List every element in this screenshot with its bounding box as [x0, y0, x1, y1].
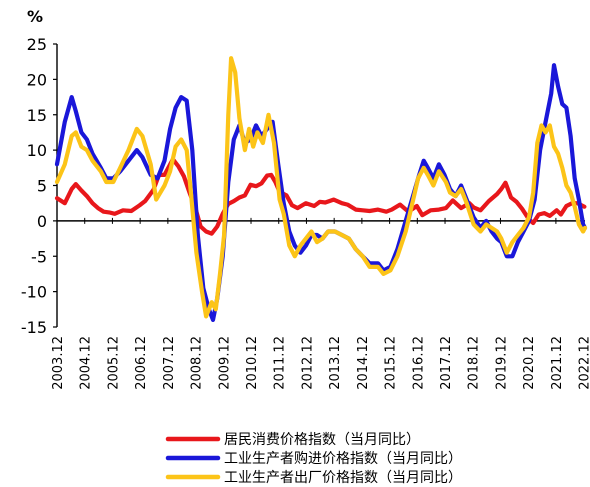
x-tick-label: 2012.12 — [300, 336, 315, 390]
x-tick-label: 2003.12 — [51, 336, 66, 390]
x-tick-label: 2015.12 — [384, 336, 399, 390]
x-tick-label: 2019.12 — [494, 336, 509, 390]
chart-lines — [54, 56, 588, 322]
x-tick-label: 2011.12 — [273, 336, 288, 390]
x-tick-label: 2021.12 — [550, 336, 565, 390]
x-tick-label: 2022.12 — [578, 336, 590, 390]
y-tick-label: 10 — [27, 141, 47, 160]
x-tick-label: 2005.12 — [106, 336, 121, 390]
x-tick-label: 2014.12 — [356, 336, 371, 390]
x-tick-label: 2009.12 — [217, 336, 232, 390]
y-tick-label: 25 — [27, 35, 47, 54]
x-tick-label: 2020.12 — [522, 336, 537, 390]
chart-legend: 居民消费价格指数（当月同比） 工业生产者购进价格指数（当月同比） 工业生产者出厂价格… — [165, 432, 462, 486]
x-tick-label: 2004.12 — [79, 336, 94, 390]
series-line-2 — [54, 63, 588, 322]
legend-label-1: 居民消费价格指数（当月同比） — [224, 432, 420, 448]
x-tick-label: 2007.12 — [162, 336, 177, 390]
series-line-1 — [54, 157, 587, 236]
series-line-3 — [54, 56, 588, 319]
y-tick-label: -15 — [21, 318, 47, 337]
y-tick-label: -5 — [31, 247, 47, 266]
x-tick-label: 2017.12 — [439, 336, 454, 390]
legend-label-2: 工业生产者购进价格指数（当月同比） — [224, 451, 462, 467]
x-tick-label: 2018.12 — [467, 336, 482, 390]
x-tick-label: 2006.12 — [134, 336, 149, 390]
chart-axes: % -15 -10 -5 0 5 10 15 20 25 2003.12 2004.12 2005.12… — [21, 7, 590, 390]
legend-label-3: 工业生产者出厂价格指数（当月同比） — [224, 470, 462, 486]
y-tick-label: 20 — [27, 70, 47, 89]
y-tick-label: 15 — [27, 106, 47, 125]
x-tick-label: 2010.12 — [245, 336, 260, 390]
y-tick-label: 5 — [37, 177, 47, 196]
y-axis-unit-label: % — [27, 7, 43, 26]
x-tick-label: 2013.12 — [328, 336, 343, 390]
x-tick-label: 2008.12 — [190, 336, 205, 390]
y-tick-label: 0 — [37, 212, 47, 231]
y-tick-label: -10 — [21, 283, 47, 302]
x-tick-label: 2016.12 — [411, 336, 426, 390]
